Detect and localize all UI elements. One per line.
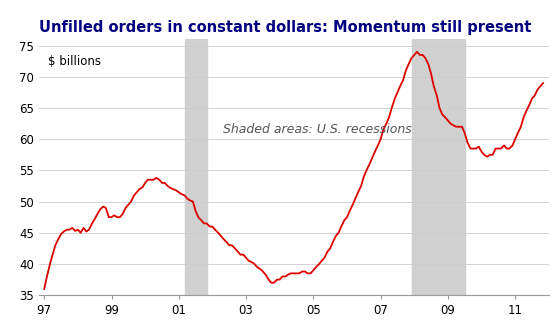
Bar — [184, 39, 207, 295]
Text: Unfilled orders in constant dollars: Momentum still present: Unfilled orders in constant dollars: Mom… — [39, 20, 531, 35]
Text: Shaded areas: U.S. recessions: Shaded areas: U.S. recessions — [222, 123, 411, 136]
Bar — [412, 39, 465, 295]
Text: $ billions: $ billions — [48, 55, 101, 68]
